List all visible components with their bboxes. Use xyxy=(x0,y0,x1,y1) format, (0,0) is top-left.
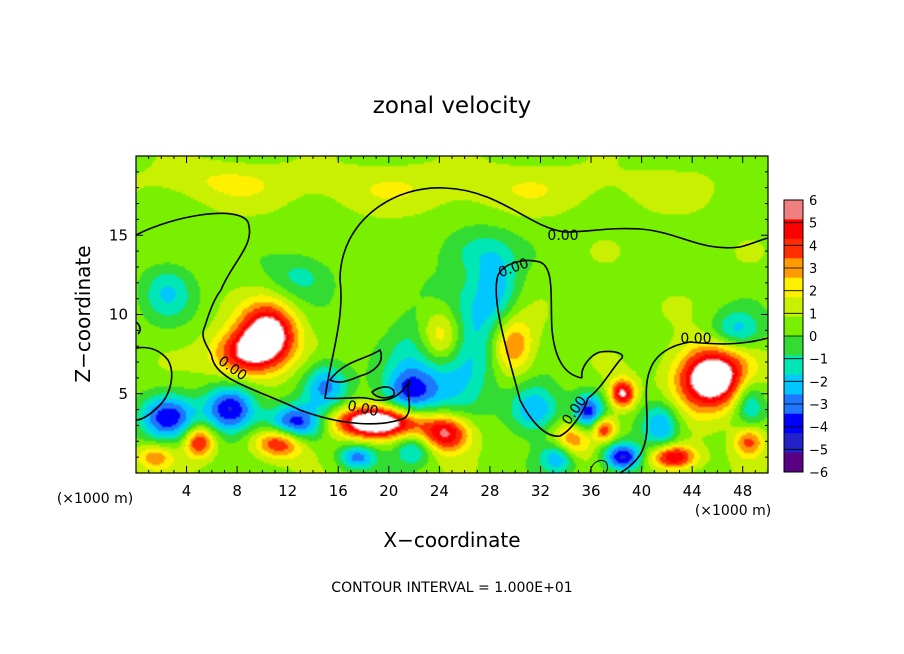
y-tick-label: 15 xyxy=(109,226,128,244)
contour-line xyxy=(135,321,141,335)
contour-label: 0.00 xyxy=(346,398,380,420)
colorbar-swatch xyxy=(784,355,803,376)
x-axis-unit: (×1000 m) xyxy=(695,503,771,519)
x-tick-label: 36 xyxy=(581,482,600,500)
contour-line xyxy=(619,337,769,474)
colorbar-tick-label: 5 xyxy=(809,217,817,232)
colorbar-swatch xyxy=(784,297,803,318)
x-tick-label: 20 xyxy=(379,482,398,500)
colorbar-swatch xyxy=(784,413,803,434)
contour-line xyxy=(135,212,251,327)
x-axis: 4 8 12 16 20 24 28 32 36 40 44 48 xyxy=(148,156,756,500)
colorbar-tick-label: 1 xyxy=(809,307,817,322)
colorbar-tick-label: 2 xyxy=(809,285,817,300)
colorbar-tick-label: −5 xyxy=(809,443,828,458)
contour-line xyxy=(328,348,382,383)
y-axis: 5 10 15 xyxy=(109,171,768,458)
x-tick-label: 48 xyxy=(733,482,752,500)
velocity-field xyxy=(136,156,768,473)
plot-area: 0.00 0.00 0.00 0.00 0.00 0.00 4 8 12 16 20 24… xyxy=(109,155,769,500)
colorbar-tick-label: 0 xyxy=(809,330,817,345)
contour-interval-note: CONTOUR INTERVAL = 1.000E+01 xyxy=(331,580,572,596)
colorbar-swatch xyxy=(784,277,803,298)
colorbar-tick-label: −3 xyxy=(809,398,828,413)
colorbar-swatch xyxy=(784,238,803,259)
colorbar: 6 5 4 3 2 1 0 −1 −2 −3 −4 −5 −6 xyxy=(783,194,828,481)
colorbar-swatch xyxy=(784,316,803,337)
chart-title: zonal velocity xyxy=(373,93,531,119)
contour-label: 0.00 xyxy=(547,228,578,244)
y-tick-label: 10 xyxy=(109,306,128,324)
x-tick-label: 44 xyxy=(683,482,702,500)
contour-label: 0.00 xyxy=(680,331,711,347)
x-tick-label: 40 xyxy=(632,482,651,500)
colorbar-tick-label: 4 xyxy=(809,239,817,254)
colorbar-swatch xyxy=(784,433,803,454)
contour-line xyxy=(497,259,583,379)
x-tick-label: 4 xyxy=(182,482,192,500)
contour-line xyxy=(370,386,395,399)
colorbar-tick-label: −4 xyxy=(809,421,828,436)
colorbar-swatch xyxy=(784,336,803,356)
colorbar-tick-label: 6 xyxy=(809,194,817,209)
colorbar-swatch xyxy=(784,374,803,395)
contour-line xyxy=(580,350,624,399)
colorbar-swatch xyxy=(784,452,803,473)
x-tick-label: 32 xyxy=(531,482,550,500)
colorbar-tick-label: −1 xyxy=(809,353,828,368)
y-tick-label: 5 xyxy=(118,385,128,403)
colorbar-tick-label: 3 xyxy=(809,262,817,277)
zero-contours xyxy=(135,187,769,474)
contour-line xyxy=(135,346,173,421)
colorbar-swatch xyxy=(784,219,803,240)
contour-line xyxy=(589,459,609,474)
contour-line xyxy=(495,274,589,437)
x-tick-label: 24 xyxy=(430,482,449,500)
colorbar-tick-label: −6 xyxy=(809,466,828,481)
x-tick-label: 12 xyxy=(278,482,297,500)
x-tick-label: 28 xyxy=(480,482,499,500)
contour-line xyxy=(202,325,406,425)
x-tick-label: 16 xyxy=(329,482,348,500)
x-tick-label: 8 xyxy=(232,482,242,500)
x-axis-label: X−coordinate xyxy=(383,528,520,552)
contour-line xyxy=(324,187,769,419)
colorbar-swatch xyxy=(784,200,803,220)
y-axis-unit: (×1000 m) xyxy=(57,491,133,507)
y-axis-label: Z−coordinate xyxy=(71,245,95,382)
colorbar-tick-label: −2 xyxy=(809,375,828,390)
